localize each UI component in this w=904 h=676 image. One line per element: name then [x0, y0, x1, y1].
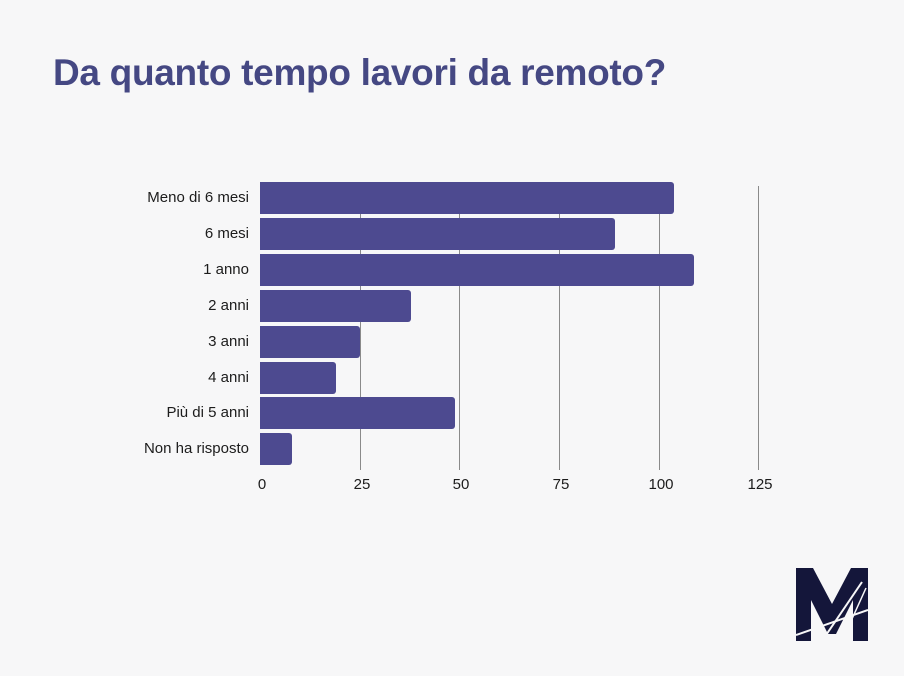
bar [260, 290, 411, 322]
x-tick-label: 0 [257, 476, 267, 493]
x-tick-label: 75 [552, 476, 570, 493]
category-label: 3 anni [208, 333, 249, 350]
gridline [758, 186, 759, 470]
bar [260, 362, 336, 394]
x-tick-label: 25 [353, 476, 371, 493]
category-label: Non ha risposto [143, 440, 249, 457]
bar [260, 182, 674, 214]
category-label: 2 anni [208, 297, 249, 314]
category-label: 6 mesi [204, 225, 249, 242]
category-label: Più di 5 anni [166, 404, 249, 421]
bar [260, 433, 292, 465]
gridline [659, 186, 660, 470]
category-label: 1 anno [203, 261, 249, 278]
gridline [360, 186, 361, 470]
x-tick-label: 125 [747, 476, 773, 493]
m-logo-icon [796, 568, 868, 641]
bar [260, 397, 455, 429]
x-tick-label: 50 [452, 476, 470, 493]
bar [260, 326, 360, 358]
bar [260, 254, 694, 286]
gridline [559, 186, 560, 470]
category-label: Meno di 6 mesi [147, 189, 249, 206]
gridline [459, 186, 460, 470]
chart-title: Da quanto tempo lavori da remoto? [53, 52, 666, 93]
x-tick-label: 100 [648, 476, 674, 493]
bar [260, 218, 615, 250]
category-label: 4 anni [208, 369, 249, 386]
